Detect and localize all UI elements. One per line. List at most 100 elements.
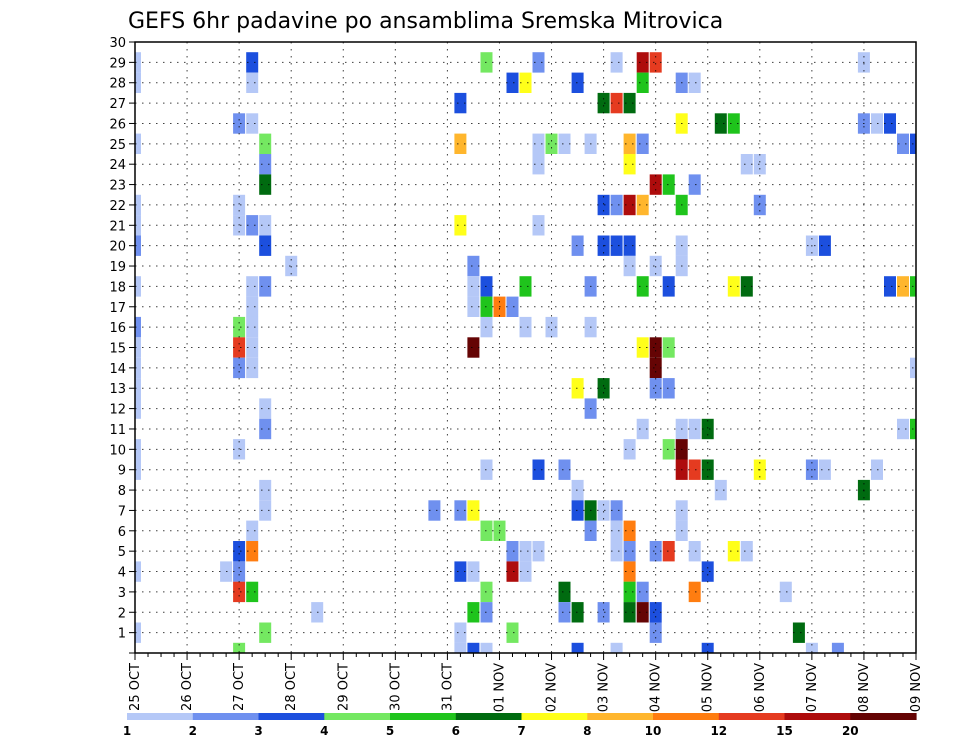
colorbar-swatch	[653, 713, 720, 720]
heatmap-cell	[662, 439, 675, 460]
heatmap-cell	[506, 561, 519, 582]
heatmap-cell	[701, 561, 714, 582]
y-tick-label: 18	[109, 280, 126, 295]
heatmap-cell	[597, 602, 610, 623]
x-tick-label: 30 OCT	[388, 663, 403, 711]
heatmap-cell	[246, 113, 259, 134]
heatmap-cell	[571, 72, 584, 93]
heatmap-cell	[701, 418, 714, 440]
heatmap-cell	[897, 276, 909, 297]
heatmap-cell	[519, 72, 532, 93]
heatmap-cell	[233, 113, 246, 134]
heatmap-cell	[714, 113, 727, 134]
heatmap-cell	[727, 113, 740, 134]
heatmap-cell	[623, 194, 636, 216]
heatmap-cell	[649, 52, 662, 73]
heatmap-cell	[662, 174, 675, 195]
heatmap-cell	[571, 479, 584, 501]
colorbar-label: 2	[189, 724, 197, 738]
x-tick-label: 05 NOV	[701, 663, 716, 712]
colorbar-swatch	[521, 713, 588, 720]
heatmap-cell	[135, 459, 141, 480]
heatmap-cell	[246, 276, 259, 297]
heatmap-cell	[571, 378, 584, 399]
heatmap-cell	[688, 418, 701, 440]
y-tick-label: 26	[109, 117, 126, 132]
y-tick-label: 12	[109, 403, 126, 418]
colorbar-label: 1	[123, 724, 131, 738]
heatmap-cell	[805, 642, 818, 653]
x-tick-label: 29 OCT	[336, 663, 351, 711]
heatmap-cell	[467, 561, 480, 582]
heatmap-cell	[532, 154, 545, 175]
colorbar-label: 15	[776, 724, 793, 738]
heatmap-cell	[259, 215, 272, 236]
heatmap-cell	[135, 72, 141, 93]
x-tick-label: 27 OCT	[232, 663, 247, 711]
x-tick-label: 01 NOV	[492, 663, 507, 712]
heatmap-cell	[259, 174, 272, 195]
colorbar-swatch	[324, 713, 391, 720]
y-tick-label: 22	[109, 199, 126, 214]
heatmap-cell	[135, 439, 141, 460]
heatmap-cell	[688, 541, 701, 562]
colorbar-swatch	[850, 713, 917, 720]
heatmap-cell	[597, 92, 610, 114]
heatmap-cell	[135, 378, 141, 399]
heatmap-cell	[897, 133, 909, 154]
heatmap-cell	[135, 561, 141, 582]
heatmap-cell	[532, 52, 545, 73]
heatmap-cell	[753, 154, 766, 175]
y-tick-label: 25	[109, 138, 126, 153]
heatmap-cell	[558, 602, 571, 623]
heatmap-cell	[259, 398, 272, 419]
y-tick-label: 28	[109, 77, 126, 92]
heatmap-cell	[135, 398, 141, 419]
x-tick-label: 26 OCT	[180, 663, 195, 711]
heatmap-cell	[519, 276, 532, 297]
heatmap-cell	[135, 357, 141, 379]
heatmap-cell	[558, 133, 571, 154]
heatmap-cell	[519, 561, 532, 582]
heatmap-cell	[467, 642, 480, 653]
heatmap-cell	[818, 459, 831, 480]
y-tick-label: 19	[109, 260, 126, 275]
heatmap-cell	[246, 296, 259, 317]
heatmap-cell	[831, 642, 844, 653]
heatmap-cell	[259, 235, 272, 256]
x-tick-label: 04 NOV	[649, 663, 664, 712]
heatmap-cell	[246, 541, 259, 562]
chart-title: GEFS 6hr padavine po ansamblima Sremska …	[128, 9, 723, 34]
heatmap-cell	[649, 357, 662, 379]
x-tick-label: 07 NOV	[805, 663, 820, 712]
heatmap-cell	[662, 541, 675, 562]
heatmap-cell	[454, 642, 467, 653]
heatmap-cell	[259, 276, 272, 297]
heatmap-cell	[623, 581, 636, 603]
heatmap-cell	[532, 459, 545, 480]
heatmap-cell	[467, 276, 480, 297]
colorbar-label: 7	[517, 724, 525, 738]
heatmap-cell	[246, 337, 259, 358]
heatmap-cell	[610, 500, 623, 521]
heatmap-cell	[740, 276, 753, 297]
heatmap-cell	[135, 337, 141, 358]
heatmap-cell	[610, 235, 623, 256]
heatmap-cell	[571, 235, 584, 256]
heatmap-cell	[623, 235, 636, 256]
y-tick-label: 6	[118, 525, 126, 540]
heatmap-cell	[558, 459, 571, 480]
heatmap-cell	[662, 337, 675, 358]
heatmap-cell	[545, 133, 558, 154]
heatmap-cell	[649, 378, 662, 399]
heatmap-cell	[233, 357, 246, 379]
heatmap-cell	[662, 276, 675, 297]
y-tick-label: 24	[109, 158, 126, 173]
heatmap-cell	[506, 541, 519, 562]
heatmap-cell	[233, 581, 246, 603]
heatmap-cell	[884, 113, 896, 134]
y-tick-label: 14	[109, 362, 126, 377]
x-tick-label: 06 NOV	[753, 663, 768, 712]
x-tick-label: 02 NOV	[545, 663, 560, 712]
